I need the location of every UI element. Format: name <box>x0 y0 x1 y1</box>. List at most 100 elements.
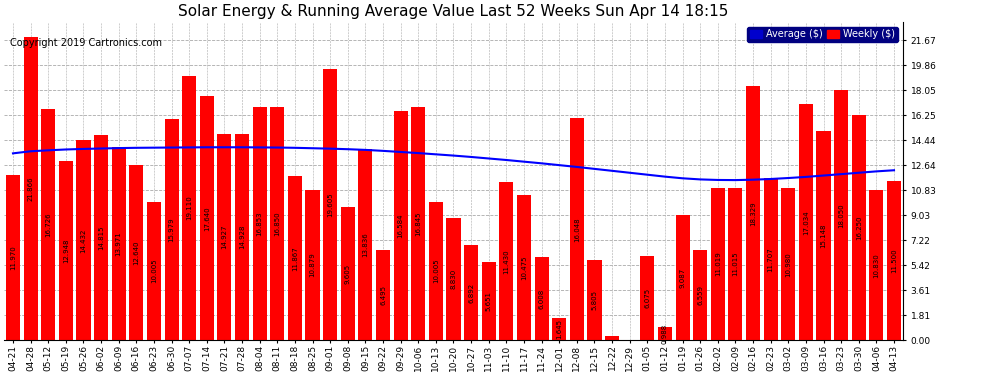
Text: 6.892: 6.892 <box>468 283 474 303</box>
Text: 12.640: 12.640 <box>134 241 140 265</box>
Bar <box>94 135 108 340</box>
Text: 11.867: 11.867 <box>292 246 298 271</box>
Bar <box>200 96 214 340</box>
Text: 16.250: 16.250 <box>855 216 861 240</box>
Bar <box>112 147 126 340</box>
Text: 0.988: 0.988 <box>662 324 668 344</box>
Bar <box>851 115 866 340</box>
Text: Copyright 2019 Cartronics.com: Copyright 2019 Cartronics.com <box>10 38 162 48</box>
Bar <box>763 178 778 340</box>
Bar <box>218 134 232 340</box>
Text: 16.845: 16.845 <box>415 211 422 236</box>
Bar <box>58 161 73 340</box>
Text: 10.005: 10.005 <box>150 259 157 284</box>
Text: 10.830: 10.830 <box>873 253 879 278</box>
Bar <box>641 256 654 340</box>
Text: 14.927: 14.927 <box>222 225 228 249</box>
Text: 5.651: 5.651 <box>486 291 492 311</box>
Text: 11.430: 11.430 <box>503 249 509 273</box>
Text: 14.432: 14.432 <box>80 228 86 253</box>
Bar <box>552 318 566 340</box>
Text: 9.087: 9.087 <box>679 267 685 288</box>
Text: 13.971: 13.971 <box>116 231 122 256</box>
Bar <box>869 190 883 340</box>
Bar <box>341 207 354 340</box>
Bar <box>306 190 320 340</box>
Text: 16.048: 16.048 <box>574 217 580 242</box>
Bar <box>376 251 390 340</box>
Bar <box>270 107 284 340</box>
Text: 6.075: 6.075 <box>644 288 650 308</box>
Text: 18.329: 18.329 <box>750 201 756 226</box>
Text: 15.148: 15.148 <box>821 223 827 248</box>
Text: 12.948: 12.948 <box>62 238 69 263</box>
Bar <box>130 165 144 340</box>
Bar <box>482 262 496 340</box>
Bar <box>323 69 338 341</box>
Text: 11.970: 11.970 <box>10 245 16 270</box>
Bar <box>587 260 602 340</box>
Bar <box>658 327 672 340</box>
Text: 10.005: 10.005 <box>433 259 439 284</box>
Bar <box>799 104 813 340</box>
Text: 21.866: 21.866 <box>28 177 34 201</box>
Text: 11.707: 11.707 <box>767 247 773 272</box>
Text: 17.640: 17.640 <box>204 206 210 231</box>
Bar <box>288 176 302 340</box>
Text: 16.584: 16.584 <box>398 213 404 238</box>
Text: 9.605: 9.605 <box>345 264 350 284</box>
Bar <box>411 107 426 340</box>
Bar <box>835 90 848 340</box>
Text: 8.830: 8.830 <box>450 269 456 290</box>
Bar <box>693 249 707 340</box>
Bar <box>42 109 55 340</box>
Bar <box>464 245 478 340</box>
Text: 5.805: 5.805 <box>591 290 597 310</box>
Bar <box>711 188 725 340</box>
Bar <box>605 336 619 340</box>
Bar <box>817 130 831 340</box>
Text: 10.475: 10.475 <box>521 256 527 280</box>
Bar <box>570 118 584 340</box>
Text: 13.836: 13.836 <box>362 232 368 257</box>
Bar <box>887 181 901 340</box>
Bar <box>781 188 795 340</box>
Text: 6.559: 6.559 <box>697 285 703 305</box>
Bar <box>235 134 249 340</box>
Bar <box>252 107 266 340</box>
Bar <box>517 195 531 340</box>
Text: 11.015: 11.015 <box>733 252 739 276</box>
Bar <box>535 257 548 340</box>
Text: 10.980: 10.980 <box>785 252 791 277</box>
Bar <box>147 202 161 340</box>
Bar <box>446 218 460 340</box>
Text: 14.815: 14.815 <box>98 225 104 250</box>
Bar <box>429 202 443 340</box>
Bar <box>6 174 20 340</box>
Text: 10.879: 10.879 <box>310 253 316 278</box>
Text: 19.605: 19.605 <box>327 192 334 217</box>
Text: 11.019: 11.019 <box>715 252 721 276</box>
Bar <box>24 38 38 340</box>
Bar <box>164 119 178 340</box>
Title: Solar Energy & Running Average Value Last 52 Weeks Sun Apr 14 18:15: Solar Energy & Running Average Value Las… <box>178 4 729 19</box>
Text: 11.500: 11.500 <box>891 248 897 273</box>
Text: 6.495: 6.495 <box>380 285 386 305</box>
Bar <box>358 149 372 340</box>
Text: 19.110: 19.110 <box>186 196 192 220</box>
Text: 16.850: 16.850 <box>274 211 280 236</box>
Legend: Average ($), Weekly ($): Average ($), Weekly ($) <box>747 27 898 42</box>
Bar <box>499 182 514 340</box>
Text: 18.050: 18.050 <box>839 203 844 228</box>
Bar <box>182 76 196 340</box>
Text: 17.034: 17.034 <box>803 210 809 235</box>
Text: 16.726: 16.726 <box>46 212 51 237</box>
Text: 14.928: 14.928 <box>239 225 246 249</box>
Bar <box>76 141 90 340</box>
Bar <box>394 111 408 340</box>
Text: 16.853: 16.853 <box>256 211 262 236</box>
Bar <box>675 214 690 340</box>
Bar <box>729 188 742 340</box>
Text: 1.645: 1.645 <box>556 319 562 339</box>
Text: 6.008: 6.008 <box>539 289 545 309</box>
